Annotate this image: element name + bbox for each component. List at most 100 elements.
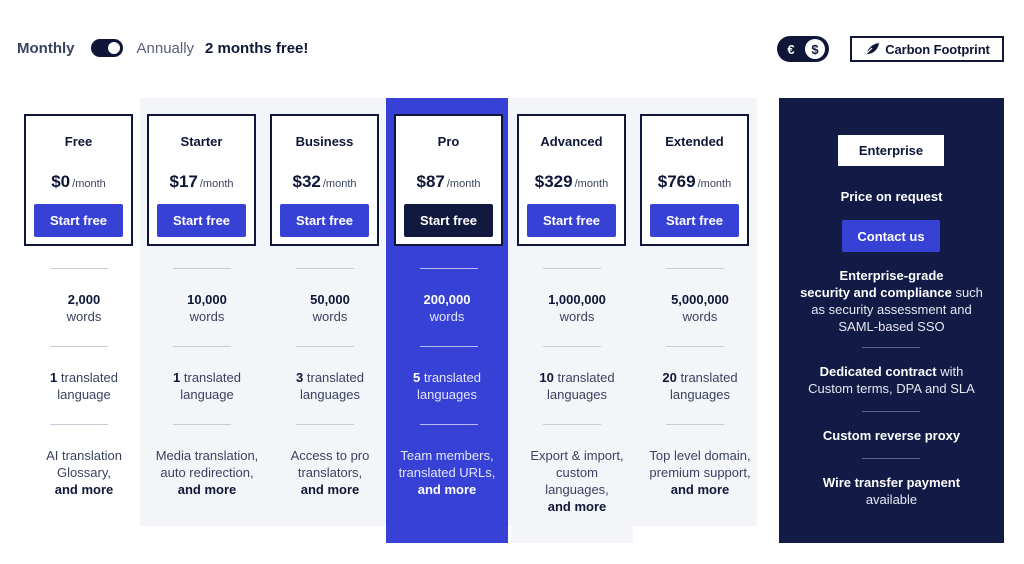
price-period: /month: [72, 178, 106, 190]
feature-line: Media translation,: [155, 448, 259, 463]
price-period: /month: [697, 178, 732, 190]
divider: [420, 268, 478, 269]
divider: [543, 424, 601, 425]
divider: [296, 424, 354, 425]
language-quota: 10 translated languages: [516, 369, 638, 403]
divider: [666, 424, 724, 425]
plan-price: $769/month: [642, 172, 747, 192]
plan-column-pro: Pro $87/month Start free 200,000 words 5 …: [386, 98, 508, 543]
promo-label: 2 months free!: [205, 39, 309, 57]
plan-name: Advanced: [540, 134, 603, 149]
word-count: 200,000: [423, 292, 471, 307]
and-more-link[interactable]: and more: [300, 482, 360, 497]
toggle-knob: [107, 42, 120, 54]
plan-column-enterprise: Enterprise Price on request Contact us E…: [779, 98, 1004, 543]
start-free-button[interactable]: Start free: [280, 204, 369, 237]
word-unit: words: [682, 309, 718, 324]
divider: [296, 346, 354, 347]
divider: [862, 347, 920, 348]
plan-name: Starter: [180, 134, 223, 149]
start-free-button[interactable]: Start free: [34, 204, 123, 237]
security-text: as security assessment and: [811, 302, 972, 317]
plan-card: Extended $769/month Start free: [640, 114, 749, 246]
language-count: 5: [413, 370, 421, 385]
divider: [420, 424, 478, 425]
divider: [543, 346, 601, 347]
euro-icon[interactable]: €: [787, 41, 795, 57]
price-amount: $329: [534, 172, 573, 191]
and-more-link[interactable]: and more: [417, 482, 477, 497]
language-unit: translated languages: [547, 370, 615, 402]
word-unit: words: [66, 309, 102, 324]
currency-toggle[interactable]: € $: [777, 36, 829, 62]
proxy-heading: Custom reverse proxy: [822, 428, 961, 443]
plan-features: AI translation Glossary, and more: [23, 447, 145, 498]
language-quota: 1 translated language: [146, 369, 268, 403]
price-period: /month: [322, 178, 357, 190]
feature-line: custom: [556, 465, 598, 480]
feature-line: Access to pro: [290, 448, 370, 463]
security-heading: Enterprise-grade: [839, 268, 944, 283]
plan-card: Starter $17/month Start free: [147, 114, 256, 246]
language-count: 10: [539, 370, 554, 385]
word-quota: 5,000,000 words: [639, 291, 761, 325]
plan-features: Media translation, auto redirection, and m…: [146, 447, 268, 498]
plan-features: Export & import, custom languages, and more: [516, 447, 638, 515]
enterprise-proxy: Custom reverse proxy: [779, 427, 1004, 444]
monthly-label[interactable]: Monthly: [17, 39, 75, 57]
divider: [666, 268, 724, 269]
feature-line: auto redirection,: [160, 465, 254, 480]
plan-features: Top level domain, premium support, and mor…: [639, 447, 761, 498]
divider: [666, 346, 724, 347]
word-count: 2,000: [67, 292, 101, 307]
feature-line: translated URLs,: [398, 465, 496, 480]
plan-price: $17/month: [149, 172, 254, 192]
feature-line: Glossary,: [57, 465, 111, 480]
and-more-link[interactable]: and more: [547, 499, 607, 514]
start-free-button[interactable]: Start free: [157, 204, 246, 237]
price-amount: $32: [292, 172, 321, 191]
price-amount: $769: [657, 172, 696, 191]
language-count: 20: [662, 370, 677, 385]
divider: [173, 346, 231, 347]
word-quota: 10,000 words: [146, 291, 268, 325]
start-free-button[interactable]: Start free: [404, 204, 493, 237]
plan-price: $87/month: [396, 172, 501, 192]
start-free-button[interactable]: Start free: [527, 204, 616, 237]
word-quota: 200,000 words: [386, 291, 508, 325]
divider: [296, 268, 354, 269]
language-quota: 3 translated languages: [269, 369, 391, 403]
language-unit: translated languages: [417, 370, 481, 402]
price-period: /month: [446, 178, 481, 190]
start-free-button[interactable]: Start free: [650, 204, 739, 237]
price-period: /month: [199, 178, 234, 190]
carbon-footprint-label: Carbon Footprint: [885, 41, 990, 57]
plan-card: Advanced $329/month Start free: [517, 114, 626, 246]
enterprise-contract: Dedicated contract with Custom terms, DP…: [779, 363, 1004, 397]
feature-line: premium support,: [649, 465, 751, 480]
and-more-link[interactable]: and more: [54, 482, 114, 497]
plan-name: Extended: [665, 134, 724, 149]
feature-line: Top level domain,: [649, 448, 751, 463]
carbon-footprint-button[interactable]: Carbon Footprint: [850, 36, 1004, 62]
price-amount: $17: [169, 172, 198, 191]
annually-label[interactable]: Annually: [136, 39, 195, 57]
word-count: 5,000,000: [671, 292, 729, 307]
plan-price: $329/month: [519, 172, 624, 192]
plan-features: Team members, translated URLs, and more: [386, 447, 508, 498]
language-quota: 20 translated languages: [639, 369, 761, 403]
divider: [862, 411, 920, 412]
dollar-icon[interactable]: $: [805, 39, 825, 59]
plan-name: Pro: [437, 134, 460, 149]
plan-card: Business $32/month Start free: [270, 114, 379, 246]
plan-card: Free $0/month Start free: [24, 114, 133, 246]
security-text: SAML-based SSO: [838, 319, 945, 334]
and-more-link[interactable]: and more: [670, 482, 730, 497]
language-count: 1: [50, 370, 58, 385]
billing-period-toggle[interactable]: [90, 39, 123, 57]
billing-period-switch: Monthly Annually 2 months free!: [17, 34, 308, 62]
divider: [50, 424, 108, 425]
and-more-link[interactable]: and more: [177, 482, 237, 497]
plan-name: Business: [295, 134, 354, 149]
contact-us-button[interactable]: Contact us: [842, 220, 940, 252]
